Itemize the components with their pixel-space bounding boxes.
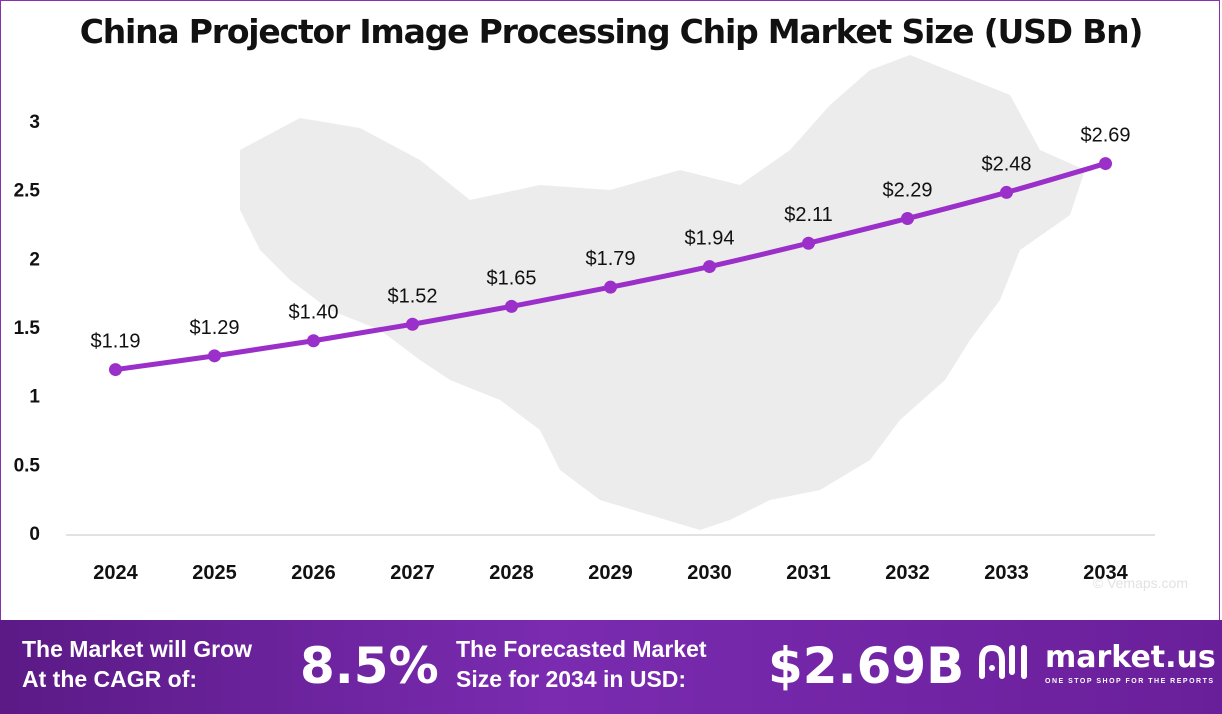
y-tick-label: 0 [29, 524, 40, 545]
data-point [406, 317, 419, 331]
x-tick-label: 2028 [489, 562, 534, 584]
forecast-label-line2: Size for 2034 in USD: [456, 666, 687, 692]
y-tick-label: 1 [29, 387, 40, 408]
x-tick-label: 2024 [93, 562, 138, 584]
line-chart: 00.511.522.53 2024 2025 2026 2027 2028 2029 20… [14, 55, 1188, 591]
data-point [703, 260, 716, 274]
y-axis-ticks: 0 0.5 1 1.5 2 2.5 3 [14, 112, 41, 545]
china-map-background [240, 55, 1085, 530]
data-point [1000, 185, 1013, 199]
cagr-value: 8.5% [300, 637, 439, 695]
data-label: $1.94 [684, 228, 734, 250]
data-point [1099, 157, 1112, 171]
cagr-label-line1: The Market will Grow [22, 636, 253, 662]
x-tick-label: 2026 [291, 562, 336, 584]
market-us-logo-icon [979, 644, 1027, 679]
watermark: © Vemaps.com [1093, 575, 1188, 591]
cagr-label-line2: At the CAGR of: [22, 666, 198, 692]
data-label: $2.29 [882, 180, 932, 202]
forecast-label-line1: The Forecasted Market [456, 636, 707, 662]
data-label: $1.79 [585, 248, 635, 270]
x-tick-label: 2030 [687, 562, 732, 584]
forecast-value: $2.69B [768, 637, 965, 695]
data-label: $2.48 [981, 153, 1031, 175]
data-point [208, 349, 221, 363]
data-label: $1.29 [189, 317, 239, 339]
brand-tagline: ONE STOP SHOP FOR THE REPORTS [1045, 678, 1215, 685]
y-tick-label: 2 [29, 249, 40, 270]
data-point [802, 236, 815, 250]
series-market-size [109, 157, 1112, 377]
x-tick-label: 2034 [1083, 562, 1128, 584]
x-axis-ticks: 2024 2025 2026 2027 2028 2029 2030 2031 2032 2033… [93, 562, 1128, 584]
data-point [901, 212, 914, 226]
footer-banner: The Market will Grow At the CAGR of: 8.5… [0, 620, 1222, 714]
data-point [307, 334, 320, 348]
x-tick-label: 2031 [786, 562, 831, 584]
data-point [505, 299, 518, 313]
x-tick-label: 2029 [588, 562, 633, 584]
data-labels: $1.19 $1.29 $1.40 $1.52 $1.65 $1.79 $1.94 $2.11… [90, 125, 1130, 353]
x-tick-label: 2027 [390, 562, 435, 584]
chart-title: China Projector Image Processing Chip Ma… [79, 12, 1144, 51]
data-label: $2.11 [784, 204, 833, 226]
data-label: $1.52 [387, 285, 437, 307]
data-label: $1.65 [486, 267, 536, 289]
data-point [109, 363, 122, 377]
data-label: $2.69 [1080, 125, 1130, 147]
y-tick-label: 3 [29, 112, 40, 133]
data-label: $1.19 [90, 331, 140, 353]
brand-name: market.us [1045, 640, 1216, 675]
x-tick-label: 2032 [885, 562, 930, 584]
y-tick-label: 2.5 [14, 181, 41, 202]
data-label: $1.40 [288, 302, 338, 324]
x-tick-label: 2025 [192, 562, 237, 584]
x-tick-label: 2033 [984, 562, 1029, 584]
y-tick-label: 0.5 [14, 455, 41, 476]
y-tick-label: 1.5 [14, 318, 41, 339]
data-point [604, 280, 617, 294]
